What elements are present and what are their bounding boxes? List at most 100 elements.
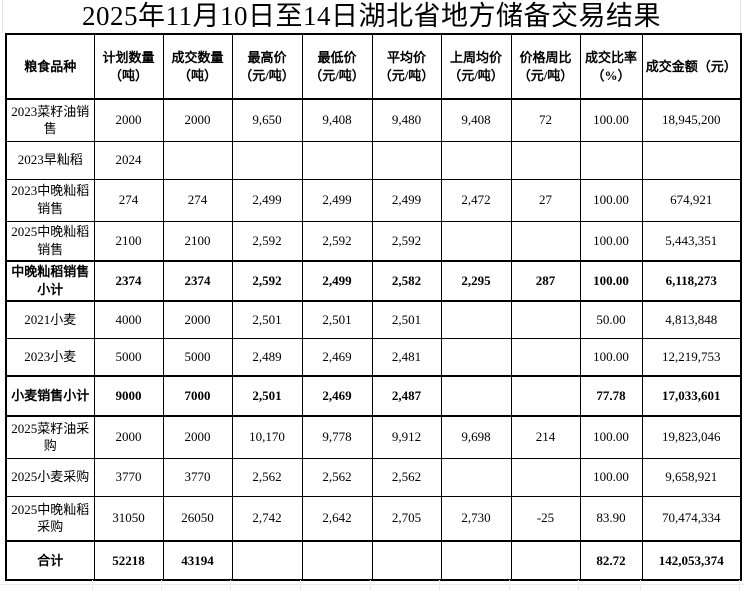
value-cell: 2,592 [371, 220, 442, 262]
value-cell: 2,592 [231, 220, 303, 262]
grain-variety-cell: 2023早籼稻 [5, 140, 95, 180]
grain-variety-cell: 2025菜籽油采购 [5, 415, 95, 459]
value-cell [510, 140, 581, 180]
spreadsheet-gridline-vertical [579, 580, 641, 590]
spreadsheet-gridline-vertical [641, 580, 740, 590]
value-cell: 9,658,921 [641, 457, 742, 497]
table-row: 2025小麦采购 3770 3770 2,562 2,562 2,562 100.00 9,6… [5, 457, 742, 497]
value-cell: 9,480 [371, 98, 442, 142]
table-row: 2023菜籽油销售 2000 2000 9,650 9,408 9,480 9,408 72 1… [5, 98, 742, 142]
table-row: 2023早籼稻 2024 [5, 140, 742, 180]
value-cell: 100.00 [579, 178, 643, 222]
value-cell: 10,170 [231, 415, 303, 459]
value-cell [579, 140, 643, 180]
value-cell [371, 540, 442, 581]
table-row: 2025中晚籼稻销售 2100 2100 2,592 2,592 2,592 100.00 5… [5, 220, 742, 262]
grain-variety-cell: 中晚籼稻销售小计 [5, 260, 95, 302]
value-cell: 2024 [93, 140, 164, 180]
value-cell: 214 [510, 415, 581, 459]
value-cell: 9,778 [301, 415, 373, 459]
value-cell: 2000 [162, 415, 233, 459]
value-cell: 2,562 [231, 457, 303, 497]
value-cell: 674,921 [641, 178, 742, 222]
value-cell: 100.00 [579, 98, 643, 142]
value-cell: 2374 [162, 260, 233, 302]
value-cell: 5,443,351 [641, 220, 742, 262]
value-cell: 31050 [93, 495, 164, 542]
value-cell [510, 540, 581, 581]
value-cell: 5000 [162, 337, 233, 377]
table-row: 2025菜籽油采购 2000 2000 10,170 9,778 9,912 9,698 21… [5, 415, 742, 459]
value-cell: 274 [93, 178, 164, 222]
spreadsheet-gridline-vertical [371, 580, 440, 590]
value-cell [510, 457, 581, 497]
value-cell: 2,730 [440, 495, 512, 542]
value-cell: 2,501 [231, 300, 303, 339]
column-header: 最低价 （元/吨） [301, 33, 373, 100]
value-cell: 4000 [93, 300, 164, 339]
spreadsheet-gridlines [5, 580, 740, 590]
value-cell: 2,742 [231, 495, 303, 542]
value-cell: 2374 [93, 260, 164, 302]
value-cell [440, 140, 512, 180]
table-row: 2023中晚籼稻销售 274 274 2,499 2,499 2,499 2,472 27 10… [5, 178, 742, 222]
value-cell [510, 375, 581, 417]
value-cell: 6,118,273 [641, 260, 742, 302]
value-cell: 12,219,753 [641, 337, 742, 377]
value-cell: 52218 [93, 540, 164, 581]
value-cell: 2,562 [301, 457, 373, 497]
value-cell: 2,592 [301, 220, 373, 262]
value-cell: 100.00 [579, 260, 643, 302]
value-cell [510, 300, 581, 339]
value-cell: 9,408 [440, 98, 512, 142]
value-cell: -25 [510, 495, 581, 542]
value-cell: 2,481 [371, 337, 442, 377]
column-header: 上周均价 （元/吨） [440, 33, 512, 100]
spreadsheet-gridline-vertical [5, 580, 93, 590]
value-cell: 9000 [93, 375, 164, 417]
grain-variety-cell: 合计 [5, 540, 95, 581]
column-header: 粮食品种 [5, 33, 95, 100]
grain-variety-cell: 2023菜籽油销售 [5, 98, 95, 142]
value-cell: 2000 [162, 98, 233, 142]
value-cell: 2,469 [301, 375, 373, 417]
value-cell: 50.00 [579, 300, 643, 339]
value-cell: 2,499 [301, 260, 373, 302]
grain-variety-cell: 小麦销售小计 [5, 375, 95, 417]
value-cell [440, 540, 512, 581]
value-cell: 82.72 [579, 540, 643, 581]
value-cell: 100.00 [579, 220, 643, 262]
value-cell [301, 540, 373, 581]
value-cell [162, 140, 233, 180]
column-header: 成交比率 （%） [579, 33, 643, 100]
table-row: 合计 52218 43194 82.72 142,053,374 [5, 540, 742, 581]
value-cell: 3770 [93, 457, 164, 497]
value-cell [371, 140, 442, 180]
value-cell: 18,945,200 [641, 98, 742, 142]
value-cell [440, 337, 512, 377]
value-cell: 2,499 [231, 178, 303, 222]
value-cell: 17,033,601 [641, 375, 742, 417]
grain-variety-cell: 2021小麦 [5, 300, 95, 339]
value-cell [231, 540, 303, 581]
header-row: 粮食品种 计划数量 （吨） 成交数量 （吨） 最高价 （元/吨） 最低价 （元/吨） 平均… [5, 33, 742, 100]
column-header: 计划数量 （吨） [93, 33, 164, 100]
value-cell [440, 300, 512, 339]
spreadsheet-gridline-vertical [440, 580, 510, 590]
value-cell: 2,705 [371, 495, 442, 542]
value-cell: 72 [510, 98, 581, 142]
value-cell: 2,489 [231, 337, 303, 377]
table-row: 2023小麦 5000 5000 2,489 2,469 2,481 100.00 12,21… [5, 337, 742, 377]
grain-variety-cell: 2025小麦采购 [5, 457, 95, 497]
value-cell: 100.00 [579, 337, 643, 377]
column-header: 价格周比 （元/吨） [510, 33, 581, 100]
value-cell: 77.78 [579, 375, 643, 417]
value-cell [440, 375, 512, 417]
grain-variety-cell: 2023中晚籼稻销售 [5, 178, 95, 222]
value-cell: 142,053,374 [641, 540, 742, 581]
column-header: 最高价 （元/吨） [231, 33, 303, 100]
results-table: 粮食品种 计划数量 （吨） 成交数量 （吨） 最高价 （元/吨） 最低价 （元/吨） 平均… [5, 33, 742, 581]
value-cell: 2000 [162, 300, 233, 339]
value-cell: 9,698 [440, 415, 512, 459]
value-cell [510, 337, 581, 377]
